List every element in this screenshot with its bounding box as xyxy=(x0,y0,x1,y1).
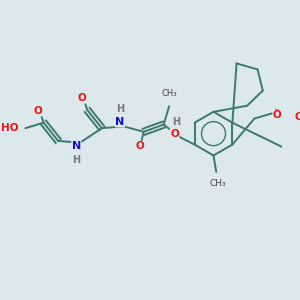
Text: CH₃: CH₃ xyxy=(210,179,226,188)
Text: O: O xyxy=(77,93,86,103)
Text: HO: HO xyxy=(1,123,18,133)
Text: H: H xyxy=(116,103,124,114)
Text: N: N xyxy=(116,117,124,127)
Text: O: O xyxy=(295,112,300,122)
Text: H: H xyxy=(72,155,80,166)
Text: O: O xyxy=(170,129,179,139)
Text: O: O xyxy=(136,141,144,152)
Text: CH₃: CH₃ xyxy=(161,89,177,98)
Text: H: H xyxy=(172,117,181,127)
Text: O: O xyxy=(273,110,282,120)
Text: N: N xyxy=(72,141,81,152)
Text: O: O xyxy=(34,106,43,116)
